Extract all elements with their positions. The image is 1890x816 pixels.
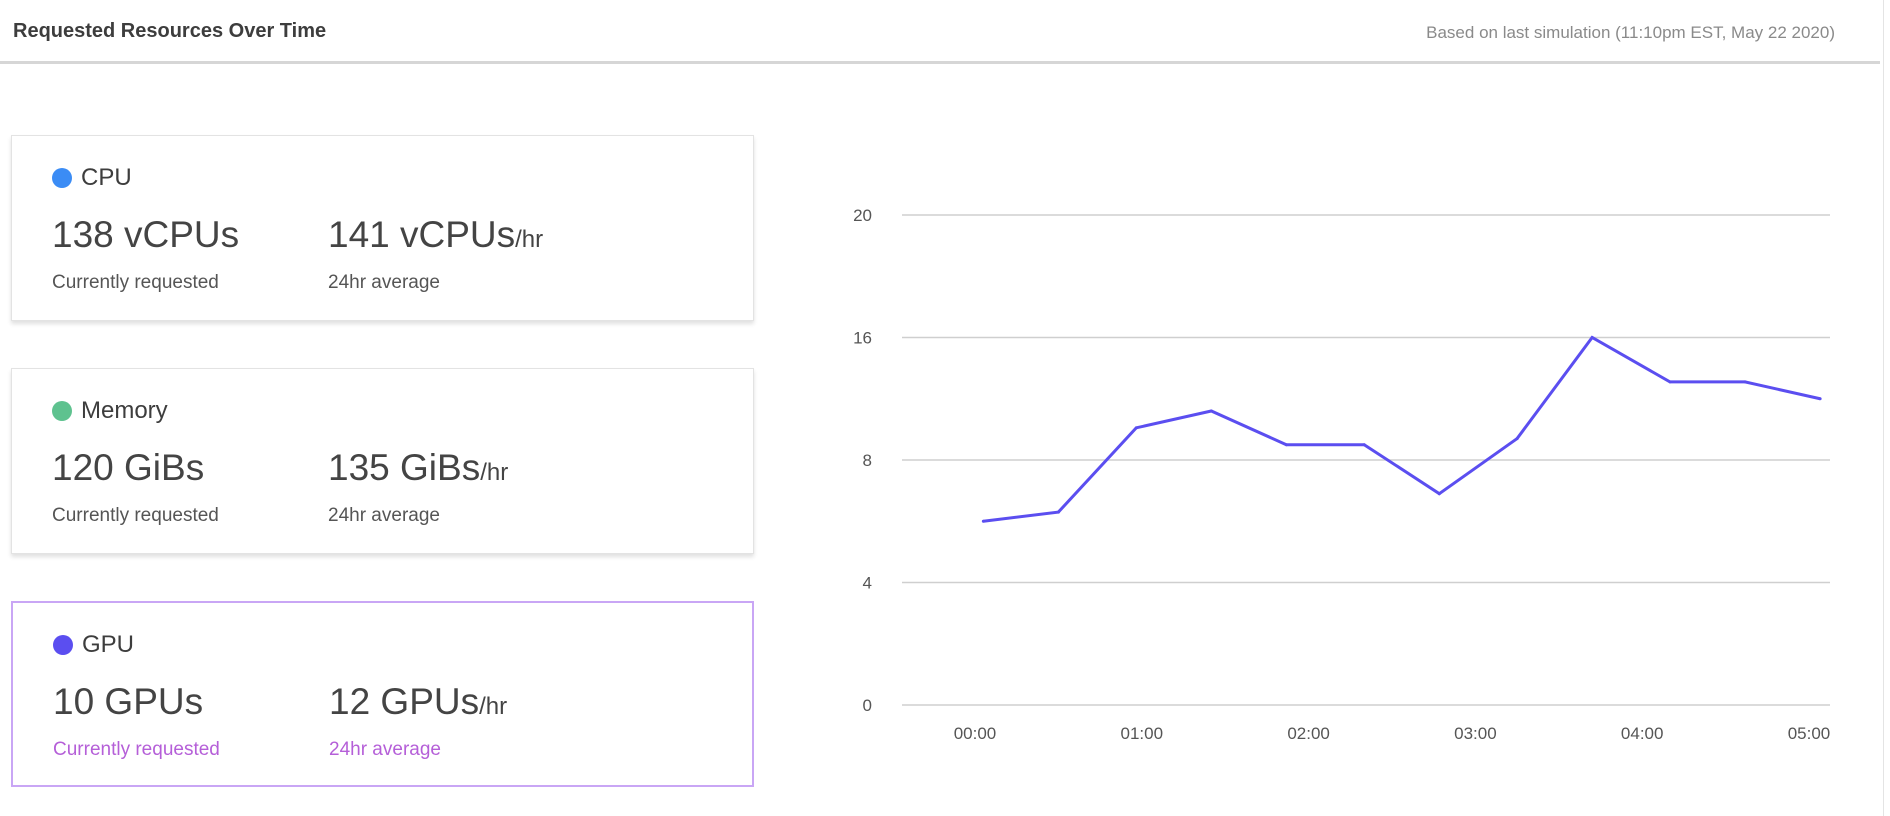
- simulation-timestamp: Based on last simulation (11:10pm EST, M…: [1426, 23, 1835, 42]
- resource-card-memory[interactable]: Memory 120 GiBs 135 GiBs/hr Currently re…: [11, 368, 754, 554]
- data-point[interactable]: [1209, 409, 1213, 413]
- current-caption: Currently requested: [52, 505, 219, 526]
- data-point[interactable]: [1590, 336, 1594, 339]
- x-tick-label: 03:00: [1454, 724, 1497, 743]
- average-value: 12 GPUs/hr: [329, 681, 507, 723]
- x-tick-label: 05:00: [1788, 724, 1831, 743]
- average-number: 141 vCPUs: [328, 214, 516, 255]
- data-point[interactable]: [1743, 380, 1747, 384]
- average-unit: /hr: [479, 693, 508, 720]
- average-value: 141 vCPUs/hr: [328, 214, 543, 256]
- average-unit: /hr: [480, 459, 509, 486]
- panel-header: Requested Resources Over Time Based on l…: [0, 0, 1880, 64]
- data-point[interactable]: [1134, 426, 1138, 430]
- memory-color-dot-icon: [52, 401, 72, 421]
- current-caption: Currently requested: [53, 739, 220, 760]
- average-unit: /hr: [515, 226, 544, 253]
- resource-name: GPU: [82, 631, 135, 658]
- current-value: 120 GiBs: [52, 447, 205, 488]
- cpu-color-dot-icon: [52, 168, 72, 188]
- data-point[interactable]: [1818, 397, 1822, 401]
- average-number: 12 GPUs: [329, 681, 480, 722]
- requested-resources-line-chart: 0 4 8 16 20 00:00 01:00 02:00 03:00 04:00 05:00: [853, 206, 1831, 743]
- data-point[interactable]: [1284, 443, 1288, 447]
- data-point[interactable]: [1437, 492, 1441, 496]
- average-caption: 24hr average: [328, 505, 440, 526]
- y-tick-label: 16: [853, 329, 872, 348]
- resource-name: Memory: [81, 397, 168, 424]
- average-value: 135 GiBs/hr: [328, 447, 508, 489]
- data-point[interactable]: [1362, 443, 1366, 447]
- y-tick-label: 8: [863, 451, 872, 470]
- current-value: 138 vCPUs: [52, 214, 240, 255]
- data-point[interactable]: [1515, 437, 1519, 441]
- panel-title: Requested Resources Over Time: [13, 20, 327, 42]
- current-value: 10 GPUs: [53, 681, 204, 722]
- series-line: [983, 335, 1821, 523]
- y-tick-label: 20: [853, 206, 872, 225]
- gpu-color-dot-icon: [53, 635, 73, 655]
- average-caption: 24hr average: [329, 739, 441, 760]
- x-tick-label: 00:00: [954, 724, 997, 743]
- x-tick-label: 01:00: [1121, 724, 1164, 743]
- current-caption: Currently requested: [52, 272, 219, 293]
- resource-card-gpu[interactable]: GPU 10 GPUs 12 GPUs/hr Currently request…: [11, 601, 754, 787]
- average-caption: 24hr average: [328, 272, 440, 293]
- y-tick-label: 4: [863, 574, 872, 593]
- data-point[interactable]: [1056, 510, 1060, 514]
- resource-label: CPU: [52, 164, 132, 192]
- resource-name: CPU: [81, 164, 132, 191]
- divider: [1883, 0, 1884, 816]
- resource-label: GPU: [53, 631, 134, 659]
- data-point[interactable]: [981, 519, 985, 523]
- x-tick-label: 04:00: [1621, 724, 1664, 743]
- resource-card-cpu[interactable]: CPU 138 vCPUs 141 vCPUs/hr Currently req…: [11, 135, 754, 321]
- resource-label: Memory: [52, 397, 168, 425]
- x-tick-label: 02:00: [1287, 724, 1330, 743]
- y-tick-label: 0: [863, 696, 872, 715]
- data-point[interactable]: [1668, 380, 1672, 384]
- average-number: 135 GiBs: [328, 447, 481, 488]
